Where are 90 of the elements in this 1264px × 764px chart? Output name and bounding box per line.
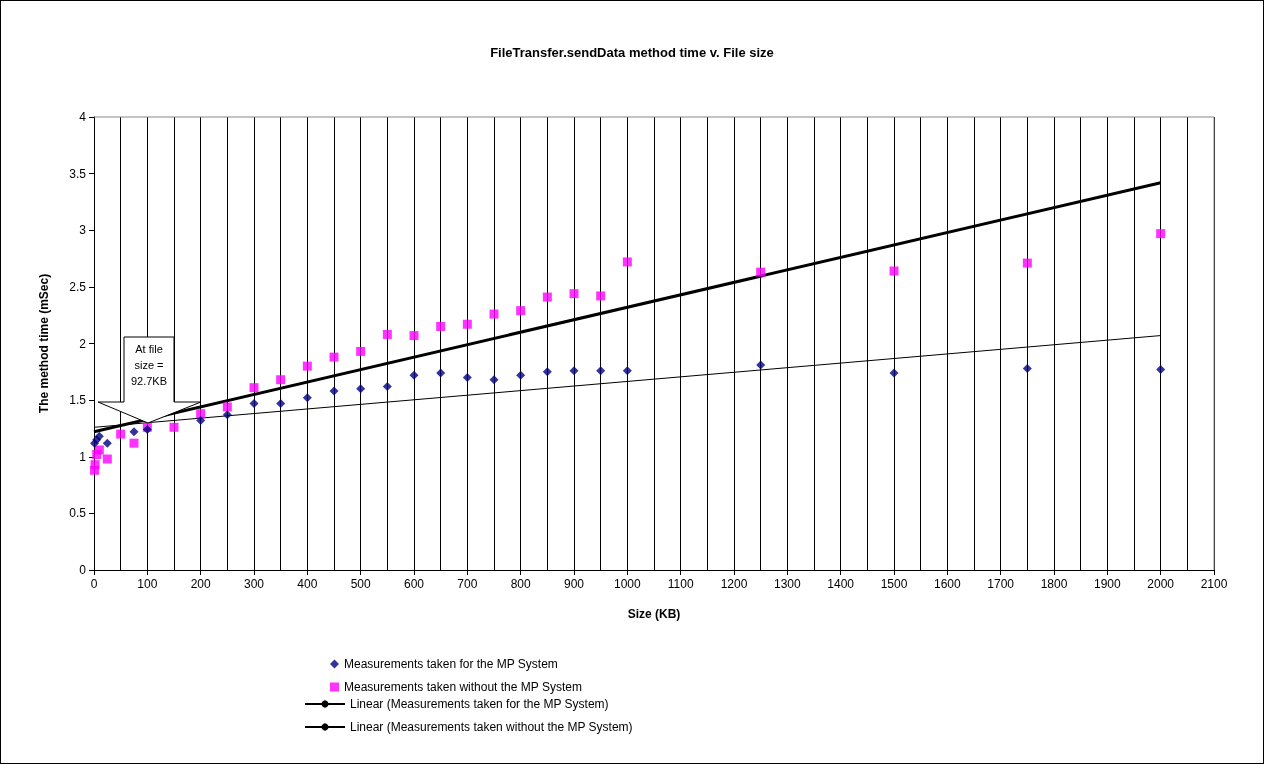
point	[462, 372, 472, 382]
x-tick-label: 1600	[933, 577, 961, 591]
point	[196, 409, 206, 419]
point	[569, 289, 579, 299]
x-tick-label: 2000	[1147, 577, 1175, 591]
point	[249, 399, 259, 409]
point	[196, 416, 206, 426]
point	[169, 422, 179, 432]
chart-title: FileTransfer.sendData method time v. File size	[490, 45, 774, 60]
point	[129, 427, 139, 437]
point	[569, 366, 579, 376]
y-tick-label: 1	[79, 449, 87, 464]
point	[756, 267, 766, 277]
x-tick-label: 1500	[880, 577, 908, 591]
point	[596, 366, 606, 376]
point	[542, 292, 552, 302]
point	[222, 402, 232, 412]
point	[129, 438, 139, 448]
legend-label: Measurements taken without the MP System	[344, 680, 582, 694]
x-tick-label: 400	[297, 577, 318, 591]
x-tick-label: 1300	[773, 577, 801, 591]
point	[516, 306, 526, 316]
x-tick-label: 2100	[1200, 577, 1228, 591]
point	[409, 370, 419, 380]
x-tick-label: 1900	[1093, 577, 1121, 591]
x-tick-label: 700	[457, 577, 478, 591]
y-tick-label: 3.5	[69, 166, 87, 181]
x-tick-label: 0	[90, 577, 98, 591]
x-axis-title: Size (KB)	[627, 607, 681, 621]
y-tick-label: 2	[79, 336, 87, 351]
point	[276, 399, 286, 409]
x-tick-label: 1000	[613, 577, 641, 591]
point	[516, 370, 526, 380]
y-tick-label: 1.5	[69, 393, 87, 408]
y-tick-label: 3	[79, 223, 87, 238]
point	[382, 329, 392, 339]
point	[436, 368, 446, 378]
x-tick-label: 1400	[827, 577, 855, 591]
legend-label: Linear (Measurements taken without the MP System)	[350, 720, 633, 734]
x-tick-label: 1200	[720, 577, 748, 591]
x-tick-label: 900	[563, 577, 585, 591]
point	[889, 368, 899, 378]
point	[329, 352, 339, 362]
legend-label: Linear (Measurements taken for the MP System)	[350, 697, 609, 711]
point	[756, 360, 766, 370]
annotation: At file size = 92.7KB	[129, 342, 169, 389]
legend-label: Measurements taken for the MP System	[344, 657, 558, 671]
point	[90, 460, 100, 470]
x-tick-label: 100	[137, 577, 158, 591]
y-tick-label: 0	[79, 563, 87, 577]
point	[94, 431, 104, 441]
point	[1022, 258, 1032, 268]
point	[356, 346, 366, 356]
point	[542, 367, 552, 377]
point	[1156, 229, 1166, 239]
x-tick-label: 1100	[667, 577, 694, 591]
point	[302, 393, 312, 403]
point	[1156, 365, 1166, 375]
y-tick-label: 4	[79, 110, 87, 124]
point	[356, 384, 366, 394]
y-tick-label: 0.5	[69, 506, 87, 521]
point	[249, 383, 259, 393]
point	[409, 331, 419, 341]
point	[116, 429, 126, 439]
x-tick-label: 600	[403, 577, 425, 591]
x-tick-label: 200	[190, 577, 211, 591]
point	[222, 410, 232, 420]
point	[102, 454, 112, 464]
point	[596, 291, 606, 301]
point	[382, 382, 392, 392]
point	[276, 375, 286, 385]
y-tick-label: 2.5	[69, 279, 87, 294]
point	[436, 322, 446, 332]
point	[102, 438, 112, 448]
point	[622, 366, 632, 376]
point	[462, 319, 472, 329]
point	[1022, 363, 1032, 373]
x-tick-label: 800	[510, 577, 531, 591]
x-tick-label: 500	[350, 577, 371, 591]
point	[329, 386, 339, 396]
x-tick-label: 300	[243, 577, 265, 591]
point	[489, 309, 499, 319]
y-axis-title: The method time (mSec)	[37, 273, 51, 414]
x-tick-label: 1700	[987, 577, 1015, 591]
point	[94, 445, 104, 455]
point	[489, 375, 499, 385]
point	[302, 361, 312, 371]
x-tick-label: 1800	[1040, 577, 1068, 591]
point	[622, 257, 632, 267]
point	[889, 266, 899, 276]
